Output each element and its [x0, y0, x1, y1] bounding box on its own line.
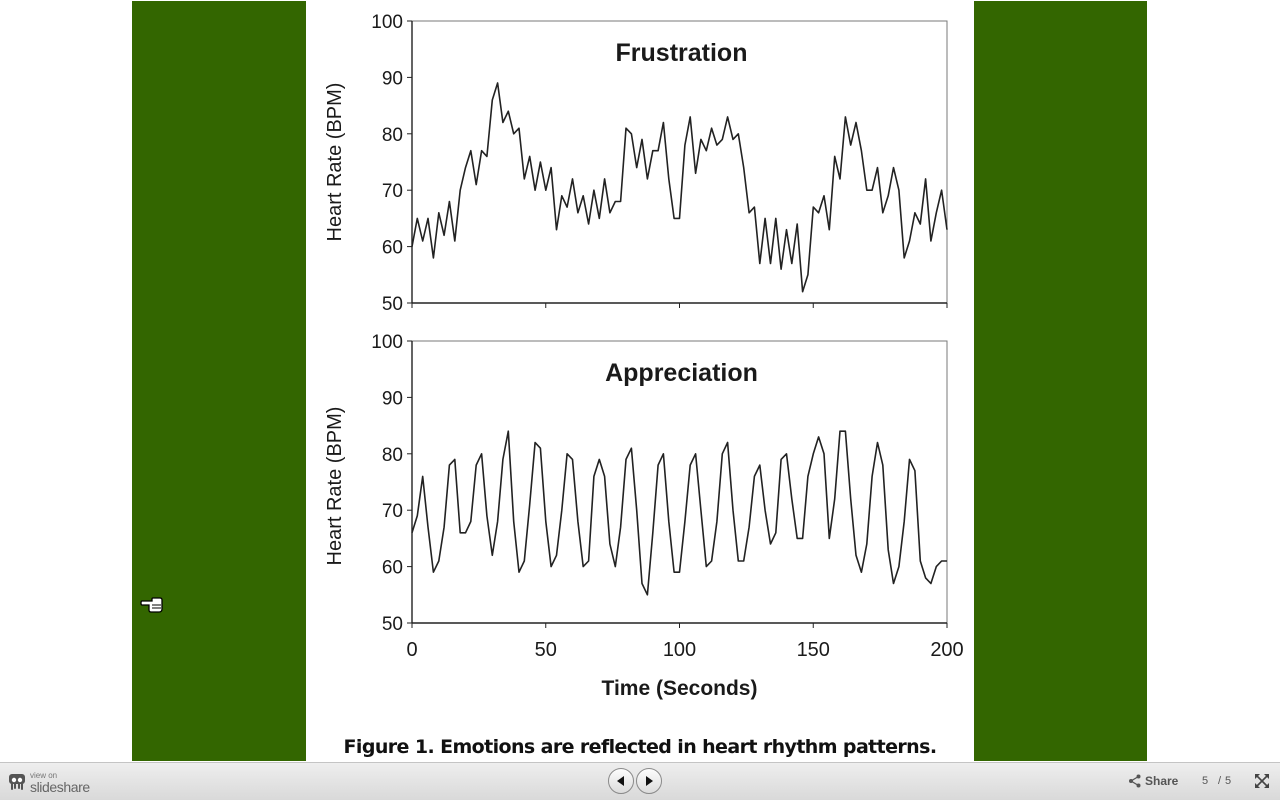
chart-1-y-tick-label: 60	[382, 238, 403, 259]
chart-2-x-tick-label: 150	[797, 639, 830, 661]
chart-2-y-axis-label: Heart Rate (BPM)	[324, 407, 346, 566]
slide-right-panel	[974, 1, 1147, 761]
heart-rate-figure: 50 60 70 80 90 100 Frustration Heart Rate (BPM)…	[324, 12, 964, 700]
chart-1-y-tick-label: 90	[382, 68, 403, 89]
previous-slide-button[interactable]	[608, 768, 634, 794]
slide-left-panel	[132, 1, 306, 761]
chart-2-title: Appreciation	[605, 359, 758, 387]
chart-1-y-tick-label: 80	[382, 125, 403, 146]
chart-2-y-tick-label: 50	[382, 614, 403, 635]
chart-2-y-tick-label: 80	[382, 445, 403, 466]
page-total: 5	[1225, 775, 1232, 787]
slideshow-stage: 50 60 70 80 90 100 Frustration Heart Rate (BPM)…	[132, 1, 1147, 761]
figure-image: 50 60 70 80 90 100 Frustration Heart Rate (BPM)…	[306, 1, 974, 761]
chart-1-y-axis-label: Heart Rate (BPM)	[324, 83, 346, 242]
view-on-label: view on	[30, 771, 58, 780]
chart-2-y-tick-label: 90	[382, 388, 403, 409]
chart-1-y-tick-label: 70	[382, 181, 403, 202]
hand-cursor-icon	[140, 597, 163, 613]
chart-2-y-tick-label: 60	[382, 558, 403, 579]
chart-1-plot-frame	[411, 20, 948, 304]
chart-2-x-axis-label: Time (Seconds)	[602, 677, 758, 700]
chart-1-y-tick-label: 100	[371, 12, 403, 33]
chart-2-x-tick-label: 100	[663, 639, 696, 661]
chart-2-series-line-1	[411, 430, 947, 596]
chart-2-x-tick-label: 0	[406, 639, 417, 661]
chart-1-series-line-1	[411, 82, 948, 293]
chart-2-y-tick-label: 70	[382, 501, 403, 522]
slide: 50 60 70 80 90 100 Frustration Heart Rate (BPM)…	[132, 1, 1147, 761]
triangle-right-icon	[646, 776, 653, 786]
chart-2-x-tick-label: 200	[930, 639, 963, 661]
fullscreen-icon[interactable]	[1254, 773, 1270, 789]
slideshare-wordmark: slideshare	[30, 779, 90, 795]
chart-1-title: Frustration	[616, 39, 748, 67]
triangle-left-icon	[617, 776, 624, 786]
figure-caption: Figure 1. Emotions are reflected in hear…	[343, 736, 937, 758]
next-slide-button[interactable]	[636, 768, 662, 794]
chart-2-x-tick-label: 50	[535, 639, 557, 661]
chart-2-y-tick-label: 100	[371, 332, 403, 353]
share-icon	[1129, 774, 1141, 788]
page-separator: /	[1218, 775, 1222, 787]
share-label: Share	[1145, 774, 1179, 788]
player-toolbar: view on slideshare Share 5 / 5	[0, 762, 1280, 800]
page-current: 5	[1202, 775, 1209, 787]
slideshare-logo-icon	[9, 774, 25, 790]
chart-1-y-tick-label: 50	[382, 294, 403, 315]
